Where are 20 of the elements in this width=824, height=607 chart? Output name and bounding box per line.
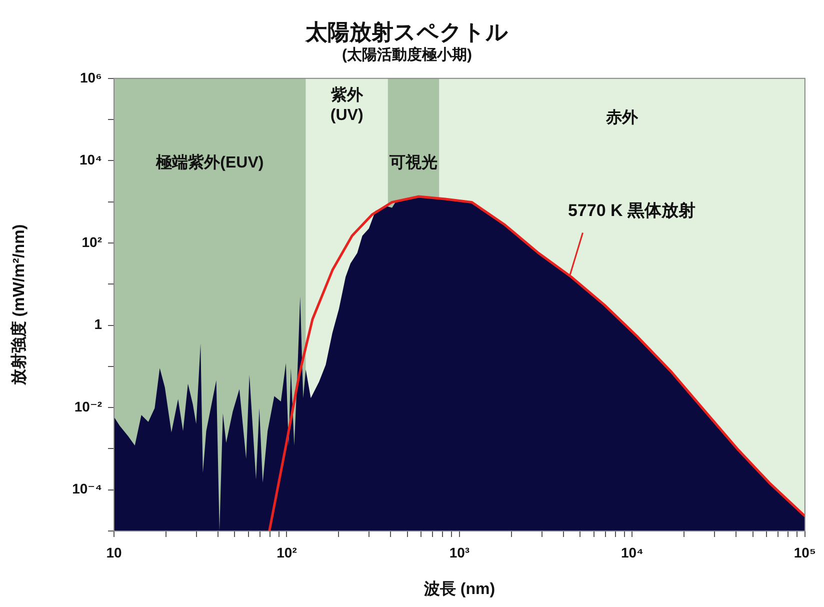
chart-subtitle: (太陽活動度極小期) <box>342 46 472 64</box>
y-tick-label: 1 <box>94 316 102 332</box>
y-tick-label: 10⁻⁴ <box>72 480 102 497</box>
x-tick-label: 10² <box>276 544 298 560</box>
band-label: 紫外 (UV) <box>330 86 364 124</box>
y-tick-label: 10⁴ <box>80 152 102 168</box>
band-label: 可視光 <box>388 154 438 172</box>
x-axis-title: 波長 (nm) <box>422 580 496 598</box>
annotation: 5770 K 黒体放射 <box>568 200 696 220</box>
x-tick-label: 10⁵ <box>794 544 816 560</box>
y-tick-label: 10² <box>82 234 102 250</box>
y-tick-label: 10⁻² <box>74 398 102 414</box>
chart-title: 太陽放射スペクトル <box>304 19 508 44</box>
band-label: 極端紫外(EUV) <box>155 154 264 172</box>
x-tick-label: 10 <box>106 544 122 560</box>
x-tick-label: 10³ <box>449 544 470 560</box>
x-tick-label: 10⁴ <box>620 544 644 560</box>
band-label: 赤外 <box>605 108 640 126</box>
y-tick-label: 10⁶ <box>80 69 102 86</box>
y-axis-title: 放射強度 (mW/m²/nm) <box>9 224 28 386</box>
